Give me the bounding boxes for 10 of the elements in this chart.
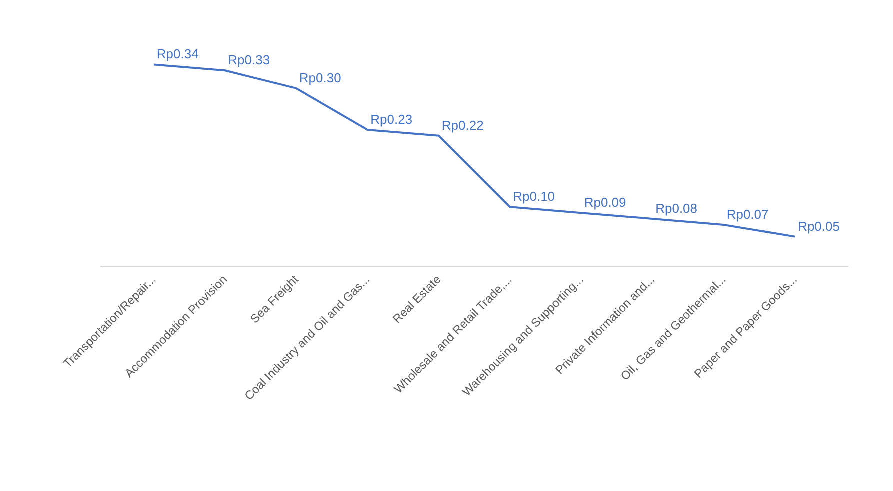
data-label: Rp0.09 — [584, 195, 626, 210]
data-label: Rp0.10 — [513, 189, 556, 204]
data-label: Rp0.07 — [726, 206, 769, 222]
data-label: Rp0.30 — [299, 70, 342, 86]
data-label: Rp0.08 — [656, 201, 698, 216]
data-label: Rp0.33 — [228, 52, 270, 68]
data-label: Rp0.22 — [442, 118, 484, 133]
data-label: Rp0.34 — [156, 46, 199, 62]
data-label: Rp0.23 — [370, 112, 413, 127]
data-label: Rp0.05 — [798, 218, 840, 234]
